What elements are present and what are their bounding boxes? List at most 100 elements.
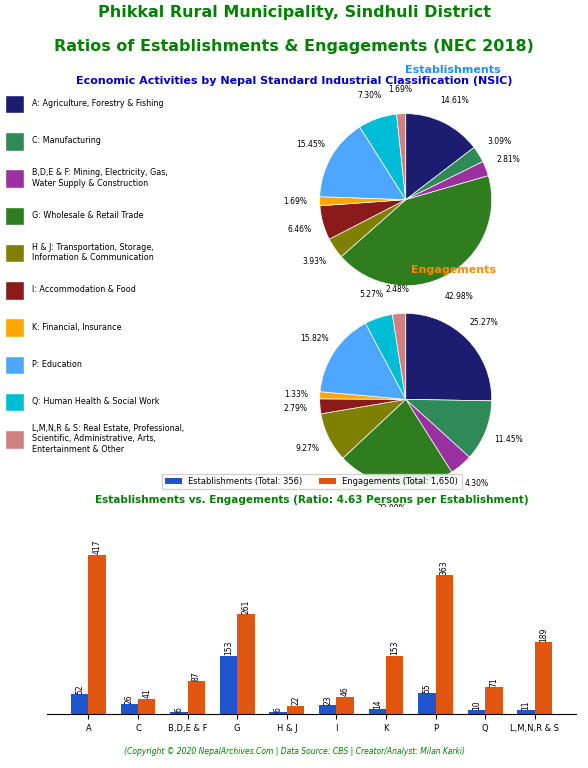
Wedge shape: [406, 161, 488, 200]
Bar: [517, 710, 535, 714]
Text: 14: 14: [373, 699, 382, 709]
Text: 10: 10: [472, 700, 481, 710]
Text: L,M,N,R & S: Real Estate, Professional,
Scientific, Administrative, Arts,
Entert: L,M,N,R & S: Real Estate, Professional, …: [32, 424, 185, 454]
Bar: [436, 575, 453, 714]
Wedge shape: [321, 399, 406, 458]
Text: 417: 417: [93, 540, 102, 554]
Wedge shape: [406, 114, 474, 200]
FancyBboxPatch shape: [5, 430, 24, 449]
Text: 52: 52: [75, 684, 84, 694]
Text: 1.69%: 1.69%: [388, 85, 412, 94]
Wedge shape: [320, 197, 406, 206]
Bar: [237, 614, 255, 714]
Text: 2.79%: 2.79%: [284, 404, 308, 413]
Text: 9.27%: 9.27%: [295, 444, 319, 453]
Bar: [336, 697, 354, 714]
Text: 2.48%: 2.48%: [385, 285, 409, 294]
Bar: [369, 709, 386, 714]
Text: 2.81%: 2.81%: [496, 155, 520, 164]
Text: (Copyright © 2020 NepalArchives.Com | Data Source: CBS | Creator/Analyst: Milan : (Copyright © 2020 NepalArchives.Com | Da…: [123, 747, 465, 756]
Bar: [468, 710, 485, 714]
Wedge shape: [406, 147, 483, 200]
Text: 14.61%: 14.61%: [440, 97, 469, 105]
Text: 15.45%: 15.45%: [296, 141, 325, 150]
Wedge shape: [406, 399, 492, 457]
Bar: [418, 694, 436, 714]
Text: B,D,E & F: Mining, Electricity, Gas,
Water Supply & Construction: B,D,E & F: Mining, Electricity, Gas, Wat…: [32, 168, 168, 188]
Text: 6: 6: [273, 707, 283, 712]
Text: 11.45%: 11.45%: [494, 435, 523, 445]
Wedge shape: [320, 323, 406, 399]
Wedge shape: [320, 392, 406, 399]
Text: 26: 26: [125, 694, 134, 704]
Text: A: Agriculture, Forestry & Fishing: A: Agriculture, Forestry & Fishing: [32, 99, 164, 108]
Bar: [171, 712, 188, 714]
Text: 4.30%: 4.30%: [465, 479, 489, 488]
FancyBboxPatch shape: [5, 243, 24, 263]
Text: Economic Activities by Nepal Standard Industrial Classification (NSIC): Economic Activities by Nepal Standard In…: [76, 75, 512, 85]
Bar: [287, 706, 304, 714]
Text: Establishments: Establishments: [405, 65, 501, 75]
Text: 15.82%: 15.82%: [300, 334, 328, 343]
Text: K: Financial, Insurance: K: Financial, Insurance: [32, 323, 122, 332]
FancyBboxPatch shape: [5, 94, 24, 113]
Bar: [269, 712, 287, 714]
Text: 7.30%: 7.30%: [358, 91, 382, 100]
Bar: [319, 706, 336, 714]
Text: 22.00%: 22.00%: [377, 504, 406, 513]
Text: G: Wholesale & Retail Trade: G: Wholesale & Retail Trade: [32, 211, 144, 220]
Wedge shape: [341, 176, 492, 286]
Wedge shape: [343, 399, 452, 485]
FancyBboxPatch shape: [5, 169, 24, 187]
Text: 11: 11: [522, 700, 530, 710]
Text: 23: 23: [323, 696, 332, 705]
Text: Engagements: Engagements: [410, 265, 496, 275]
FancyBboxPatch shape: [5, 356, 24, 374]
Bar: [138, 699, 155, 714]
Text: 87: 87: [192, 671, 201, 680]
Wedge shape: [360, 114, 406, 200]
FancyBboxPatch shape: [5, 319, 24, 337]
Text: C: Manufacturing: C: Manufacturing: [32, 137, 101, 145]
Text: 55: 55: [422, 683, 432, 693]
Text: 3.93%: 3.93%: [303, 257, 327, 266]
Bar: [535, 642, 552, 714]
Text: 25.27%: 25.27%: [470, 318, 499, 326]
Text: 46: 46: [340, 687, 350, 697]
Bar: [188, 681, 205, 714]
Bar: [220, 656, 237, 714]
Text: P: Education: P: Education: [32, 360, 82, 369]
Wedge shape: [406, 399, 469, 472]
Text: Ratios of Establishments & Engagements (NEC 2018): Ratios of Establishments & Engagements (…: [54, 38, 534, 54]
Text: 189: 189: [539, 627, 548, 641]
Wedge shape: [392, 313, 406, 399]
Bar: [121, 704, 138, 714]
Text: 1.69%: 1.69%: [283, 197, 308, 206]
Legend: Establishments (Total: 356), Engagements (Total: 1,650): Establishments (Total: 356), Engagements…: [162, 474, 462, 489]
Title: Establishments vs. Engagements (Ratio: 4.63 Persons per Establishment): Establishments vs. Engagements (Ratio: 4…: [95, 495, 529, 505]
FancyBboxPatch shape: [5, 207, 24, 225]
Bar: [386, 656, 403, 714]
Wedge shape: [320, 399, 406, 414]
FancyBboxPatch shape: [5, 132, 24, 151]
Text: Phikkal Rural Municipality, Sindhuli District: Phikkal Rural Municipality, Sindhuli Dis…: [98, 5, 490, 20]
Bar: [88, 554, 106, 714]
Text: 71: 71: [489, 677, 499, 687]
Bar: [485, 687, 503, 714]
Text: 5.27%: 5.27%: [359, 290, 383, 300]
Text: 3.09%: 3.09%: [487, 137, 512, 146]
FancyBboxPatch shape: [5, 393, 24, 412]
Text: Q: Human Health & Social Work: Q: Human Health & Social Work: [32, 397, 160, 406]
Text: 261: 261: [242, 600, 250, 614]
Text: 42.98%: 42.98%: [445, 292, 473, 300]
Text: 1.33%: 1.33%: [284, 389, 308, 399]
Text: 41: 41: [142, 689, 151, 698]
Text: 6.46%: 6.46%: [288, 225, 312, 234]
Text: I: Accommodation & Food: I: Accommodation & Food: [32, 286, 136, 294]
Wedge shape: [396, 114, 406, 200]
Text: H & J: Transportation, Storage,
Information & Communication: H & J: Transportation, Storage, Informat…: [32, 243, 154, 263]
Wedge shape: [366, 314, 406, 399]
FancyBboxPatch shape: [5, 281, 24, 300]
Wedge shape: [329, 200, 406, 257]
Text: 363: 363: [440, 561, 449, 575]
